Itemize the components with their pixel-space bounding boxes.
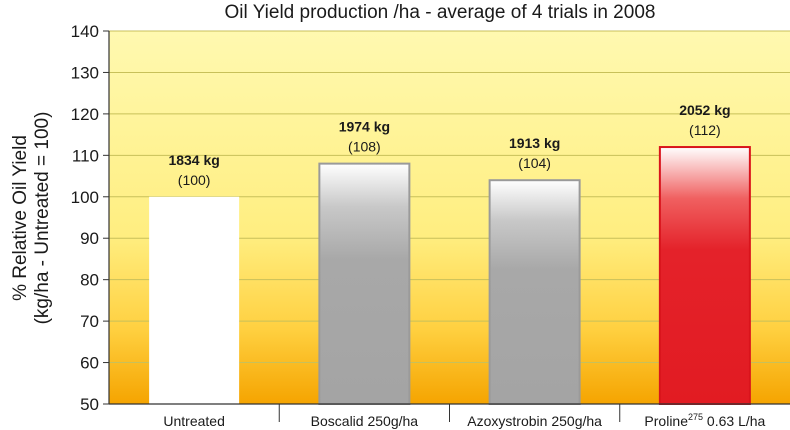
data-label-kg: 1974 kg xyxy=(339,119,390,135)
bar xyxy=(318,162,411,405)
x-tick-label: Azoxystrobin 250g/ha xyxy=(467,413,602,429)
data-label-index: (100) xyxy=(178,172,211,188)
x-tick-label: Proline275 0.63 L/ha xyxy=(644,412,765,429)
x-tick-label: Untreated xyxy=(163,413,224,429)
bar xyxy=(658,146,751,406)
chart-title: Oil Yield production /ha - average of 4 … xyxy=(224,2,656,23)
y-tick-label: 120 xyxy=(71,105,99,124)
labels: 1834 kg (100) Untreated 1974 kg (108) Boscali… xyxy=(163,102,765,429)
y-tick-label: 60 xyxy=(80,354,99,373)
data-label-index: (112) xyxy=(689,122,721,138)
data-label-index: (108) xyxy=(348,139,381,155)
bar xyxy=(488,179,581,405)
x-tick-label: Boscalid 250g/ha xyxy=(311,413,419,429)
y-tick-label: 140 xyxy=(71,22,99,41)
bars xyxy=(149,146,751,406)
y-tick-label: 80 xyxy=(80,271,99,290)
data-label-kg: 1913 kg xyxy=(509,135,560,151)
bar xyxy=(149,196,240,404)
y-tick-label: 90 xyxy=(80,229,99,248)
y-tick-label: 50 xyxy=(80,395,99,414)
data-label-index: (104) xyxy=(518,155,551,171)
data-label-kg: 1834 kg xyxy=(168,152,219,168)
y-tick-label: 110 xyxy=(72,146,99,165)
y-tick-label: 100 xyxy=(71,188,99,207)
data-label-kg: 2052 kg xyxy=(679,102,730,118)
y-tick-label: 130 xyxy=(71,63,99,82)
axes: 50 60 70 80 90 100 110 120 130 140 xyxy=(71,22,790,422)
y-tick-label: 70 xyxy=(80,312,99,331)
